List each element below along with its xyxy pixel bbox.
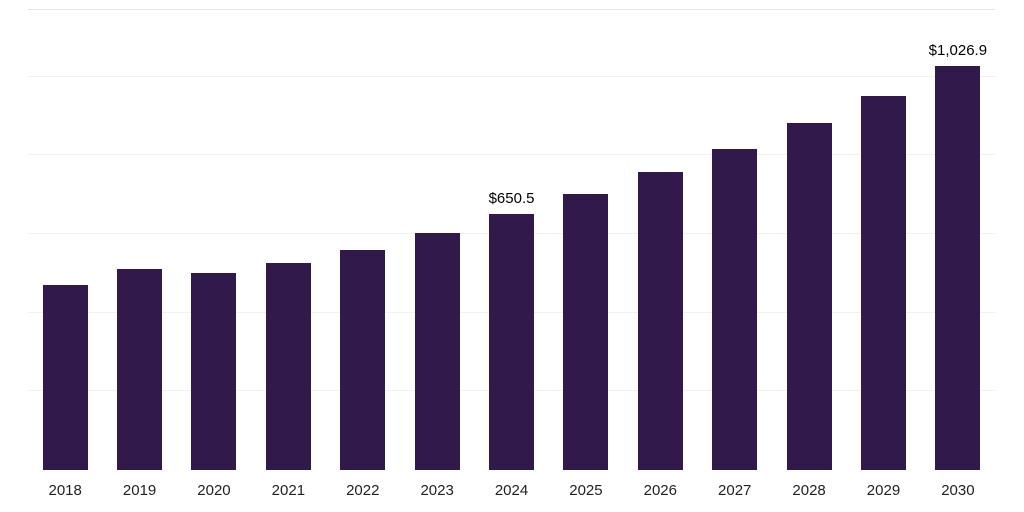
bar-slot-2018 (28, 10, 102, 470)
x-tick-2023: 2023 (420, 482, 454, 499)
bar-slot-2022 (326, 10, 400, 470)
bar-slot-2019 (102, 10, 176, 470)
plot-area: $650.5 $1,026.9 (28, 9, 995, 470)
x-tick-2029: 2029 (866, 482, 901, 499)
x-tick-2027: 2027 (718, 482, 752, 499)
bar-slot-2020 (177, 10, 251, 470)
x-tick-2030: 2030 (941, 482, 975, 499)
bar-2023 (414, 232, 460, 470)
bar-2025 (563, 194, 609, 470)
bar-2024 (489, 214, 535, 470)
x-tick-2028: 2028 (792, 482, 826, 499)
gridline-1000 (28, 75, 995, 77)
gridline-1170 (28, 9, 995, 10)
bar-slot-2021 (251, 10, 325, 470)
gridline-800 (28, 154, 995, 156)
x-tick-2019: 2019 (122, 482, 157, 499)
bar-slot-2030: $1,026.9 (921, 10, 995, 470)
bar-2020 (191, 273, 237, 470)
bar-2019 (117, 269, 163, 470)
x-tick-2024: 2024 (494, 482, 529, 499)
bar-2028 (786, 123, 832, 470)
data-label-2024: $650.5 (488, 190, 535, 208)
x-tick-2026: 2026 (643, 482, 677, 499)
x-tick-2022: 2022 (346, 482, 380, 499)
bar-slot-2026 (623, 10, 697, 470)
x-tick-2018: 2018 (48, 482, 82, 499)
bar-slot-2025 (549, 10, 623, 470)
bar-2029 (860, 95, 906, 470)
bar-2026 (637, 172, 683, 470)
bar-slot-2023 (400, 10, 474, 470)
x-axis: 2018 2019 2020 2021 2022 2023 2024 2025 2026 2027… (28, 482, 995, 499)
bar-slot-2024: $650.5 (474, 10, 548, 470)
bar-series: $650.5 $1,026.9 (28, 10, 995, 470)
bar-slot-2028 (772, 10, 846, 470)
x-tick-2025: 2025 (569, 482, 603, 499)
bar-2021 (265, 262, 311, 470)
data-label-2030: $1,026.9 (928, 42, 988, 60)
bar-slot-2027 (698, 10, 772, 470)
bar-2022 (340, 249, 386, 470)
bar-slot-2029 (846, 10, 920, 470)
bar-2030 (935, 66, 981, 470)
x-tick-2020: 2020 (197, 482, 231, 499)
bar-2027 (712, 148, 758, 470)
x-tick-2021: 2021 (271, 482, 306, 499)
bar-2018 (42, 285, 88, 470)
